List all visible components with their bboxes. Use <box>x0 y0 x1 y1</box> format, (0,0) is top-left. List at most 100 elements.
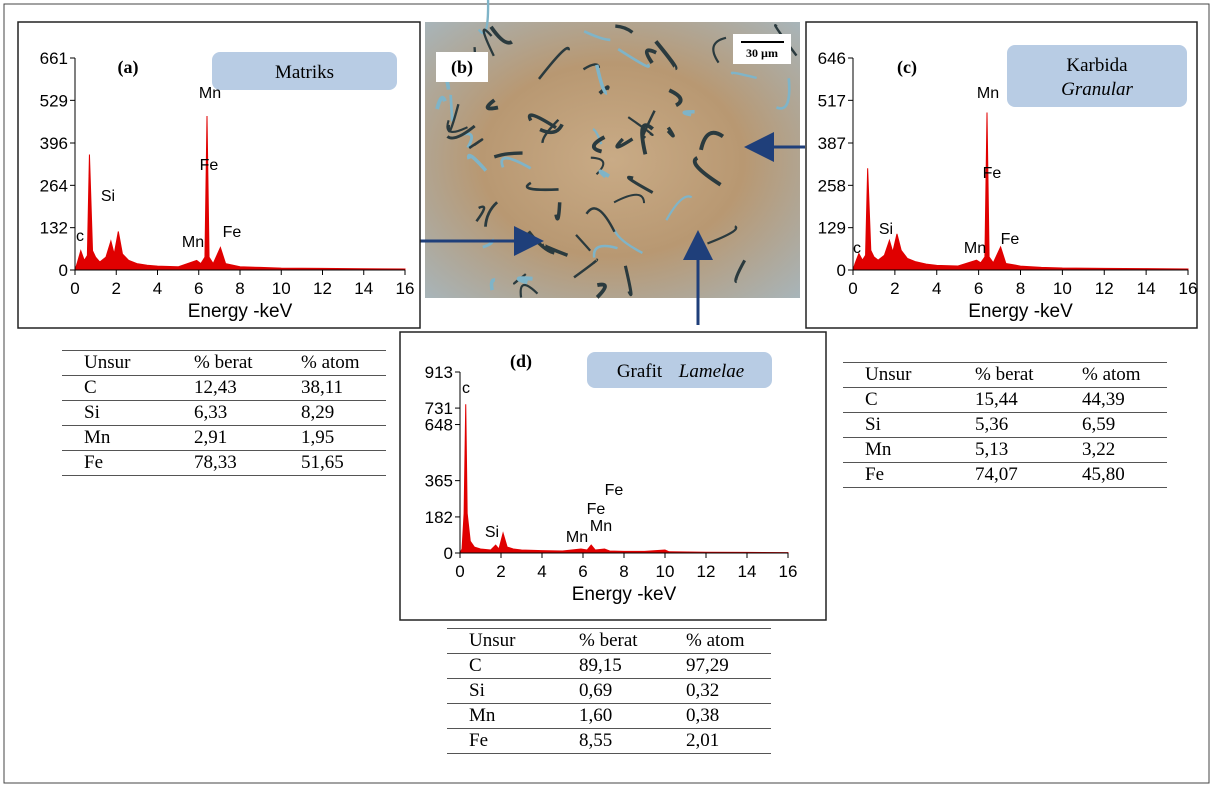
peak-label: c <box>462 380 470 397</box>
y-tick-label: 0 <box>444 544 453 563</box>
x-tick-label: 16 <box>779 562 798 581</box>
panel-label: (d) <box>510 351 532 372</box>
x-tick-label: 8 <box>1016 279 1025 298</box>
table-cell: 97,29 <box>664 654 771 679</box>
peak-label: Mn <box>182 234 204 251</box>
table-cell: C <box>62 376 172 401</box>
table-cell: 89,15 <box>557 654 664 679</box>
peak-label: Mn <box>590 518 612 535</box>
x-axis-title: Energy -keV <box>188 301 293 322</box>
table-cell: C <box>843 388 953 413</box>
table-cell: 45,80 <box>1060 463 1167 488</box>
y-tick-label: 129 <box>818 219 846 238</box>
panel-label: (c) <box>897 57 917 78</box>
x-tick-label: 0 <box>455 562 464 581</box>
chart-title-italic: Granular <box>1061 79 1133 100</box>
table-cell: 8,29 <box>279 401 386 426</box>
y-tick-label: 387 <box>818 134 846 153</box>
table-cell: 2,91 <box>172 426 279 451</box>
panel-label: (b) <box>451 57 473 78</box>
peak-label: Si <box>485 524 499 541</box>
table-cell: Fe <box>62 451 172 476</box>
x-axis-title: Energy -keV <box>968 301 1073 322</box>
x-tick-label: 10 <box>656 562 675 581</box>
table-row: Fe78,3351,65 <box>62 451 386 476</box>
y-tick-label: 529 <box>40 91 68 110</box>
table-cell: 44,39 <box>1060 388 1167 413</box>
table-row: Unsur% berat% atom <box>62 351 386 376</box>
table-cell: % berat <box>557 629 664 654</box>
peak-label: Fe <box>200 157 219 174</box>
y-tick-label: 913 <box>425 363 453 382</box>
table-cell: % atom <box>1060 363 1167 388</box>
table-cell: Mn <box>62 426 172 451</box>
table-cell: 0,38 <box>664 704 771 729</box>
y-tick-label: 396 <box>40 134 68 153</box>
chart-title: Grafit <box>617 361 663 382</box>
table-cell: 1,95 <box>279 426 386 451</box>
y-tick-label: 258 <box>818 176 846 195</box>
x-tick-label: 10 <box>272 279 291 298</box>
x-tick-label: 16 <box>1179 279 1198 298</box>
peak-label: Si <box>101 188 115 205</box>
x-tick-label: 0 <box>70 279 79 298</box>
y-tick-label: 517 <box>818 91 846 110</box>
table-cell: Unsur <box>447 629 557 654</box>
x-tick-label: 8 <box>235 279 244 298</box>
peak-label: Fe <box>223 224 242 241</box>
y-tick-label: 646 <box>818 49 846 68</box>
x-tick-label: 14 <box>1137 279 1156 298</box>
table-cell: 12,43 <box>172 376 279 401</box>
table-row: Unsur% berat% atom <box>447 629 771 654</box>
table-cell: Si <box>447 679 557 704</box>
table-cell: 15,44 <box>953 388 1060 413</box>
x-tick-label: 4 <box>932 279 941 298</box>
y-tick-label: 0 <box>837 261 846 280</box>
element-table: Unsur% berat% atomC89,1597,29Si0,690,32M… <box>447 628 771 754</box>
peak-label: Fe <box>605 482 624 499</box>
table-cell: Fe <box>447 729 557 754</box>
y-tick-label: 365 <box>425 472 453 491</box>
x-tick-label: 12 <box>697 562 716 581</box>
scale-bar-label: 30 µm <box>746 46 778 60</box>
chart-title: Matriks <box>275 62 334 83</box>
table-cell: 38,11 <box>279 376 386 401</box>
table-cell: 6,59 <box>1060 413 1167 438</box>
table-cell: Si <box>62 401 172 426</box>
peak-label: Mn <box>199 85 221 102</box>
x-tick-label: 10 <box>1053 279 1072 298</box>
table-cell: 3,22 <box>1060 438 1167 463</box>
table-cell: 74,07 <box>953 463 1060 488</box>
table-cell: 6,33 <box>172 401 279 426</box>
table-cell: Si <box>843 413 953 438</box>
micrograph: (b) 30 µm <box>425 0 800 298</box>
table-cell: % atom <box>279 351 386 376</box>
table-cell: Unsur <box>843 363 953 388</box>
table-cell: C <box>447 654 557 679</box>
table-cell: 1,60 <box>557 704 664 729</box>
element-table: Unsur% berat% atomC12,4338,11 Si6,338,29 M… <box>62 350 386 476</box>
peak-label: Fe <box>1001 231 1020 248</box>
x-tick-label: 6 <box>974 279 983 298</box>
x-tick-label: 6 <box>194 279 203 298</box>
peak-label: c <box>76 228 84 245</box>
table-cell: 5,13 <box>953 438 1060 463</box>
table-cell: 0,69 <box>557 679 664 704</box>
table-row: Si0,690,32 <box>447 679 771 704</box>
table-cell: Mn <box>447 704 557 729</box>
peak-label: Mn <box>964 240 986 257</box>
table-cell: 2,01 <box>664 729 771 754</box>
y-tick-label: 182 <box>425 508 453 527</box>
x-tick-label: 4 <box>153 279 162 298</box>
table-cell: Fe <box>843 463 953 488</box>
table-cell: 0,32 <box>664 679 771 704</box>
x-tick-label: 0 <box>848 279 857 298</box>
x-tick-label: 12 <box>1095 279 1114 298</box>
graphite-flake <box>451 95 453 122</box>
table-cell: 5,36 <box>953 413 1060 438</box>
y-tick-label: 648 <box>425 416 453 435</box>
